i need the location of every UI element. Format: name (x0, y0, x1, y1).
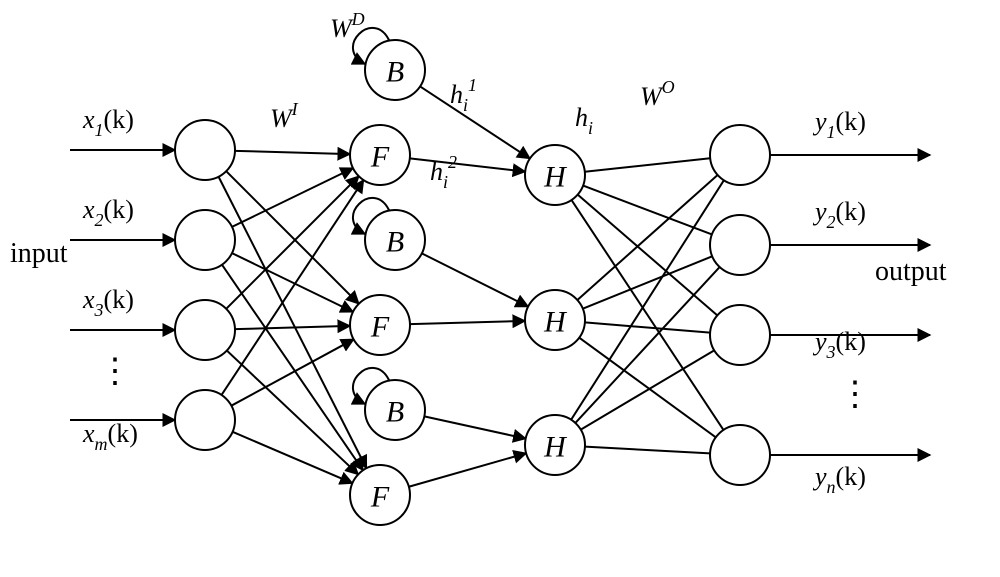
edge (409, 453, 526, 487)
node-out3 (710, 305, 770, 365)
math-label: yn(k) (812, 462, 866, 497)
math-label: y1(k) (812, 107, 866, 142)
edge (410, 158, 525, 171)
node-label-F1: F (370, 141, 390, 174)
math-label: hi2 (430, 152, 457, 192)
math-label: WD (330, 9, 365, 43)
input-label: input (10, 238, 68, 269)
output-dots: ⋮ (838, 376, 872, 413)
math-label: x2(k) (82, 195, 134, 230)
edge (578, 195, 718, 316)
node-label-B3: B (386, 396, 404, 429)
network-diagram: ⋮ ⋮ F F F B B B H H Hx1(k) x2(k) x3(k) xm(k) y1(k) y2(k… (0, 0, 1000, 577)
math-label: WO (640, 77, 675, 111)
node-label-H2: H (543, 306, 568, 339)
math-label: x1(k) (82, 105, 134, 140)
edge (235, 151, 350, 154)
edge (219, 177, 367, 468)
edge (581, 350, 714, 429)
edge (585, 447, 710, 454)
edge (233, 432, 353, 483)
edge (226, 171, 359, 304)
edge (410, 321, 525, 324)
math-label: WI (270, 99, 299, 133)
edge (420, 86, 530, 158)
node-in1 (175, 120, 235, 180)
edge (232, 168, 353, 227)
edge (585, 322, 710, 332)
math-label: x3(k) (82, 285, 134, 320)
math-label: y2(k) (812, 197, 866, 232)
edge (232, 253, 353, 312)
edge (575, 267, 719, 423)
edge (583, 186, 712, 235)
input-dots: ⋮ (98, 353, 132, 390)
node-in2 (175, 210, 235, 270)
node-label-H3: H (543, 431, 568, 464)
edge (577, 175, 717, 300)
math-label: y3(k) (812, 327, 866, 362)
node-out2 (710, 215, 770, 275)
node-label-F2: F (370, 311, 390, 344)
edge (424, 416, 525, 438)
node-out1 (710, 125, 770, 185)
node-label-F3: F (370, 481, 390, 514)
node-label-B2: B (386, 226, 404, 259)
math-label: hi (575, 103, 593, 138)
edge (585, 158, 710, 172)
output-label: output (875, 256, 947, 287)
math-label: xm(k) (82, 419, 138, 454)
edge (572, 200, 724, 430)
node-out4 (710, 425, 770, 485)
node-label-H1: H (543, 161, 568, 194)
node-in3 (175, 300, 235, 360)
node-label-B1: B (386, 56, 404, 89)
edge (422, 253, 528, 306)
edge (235, 326, 350, 329)
edge (222, 265, 363, 471)
node-in4 (175, 390, 235, 450)
